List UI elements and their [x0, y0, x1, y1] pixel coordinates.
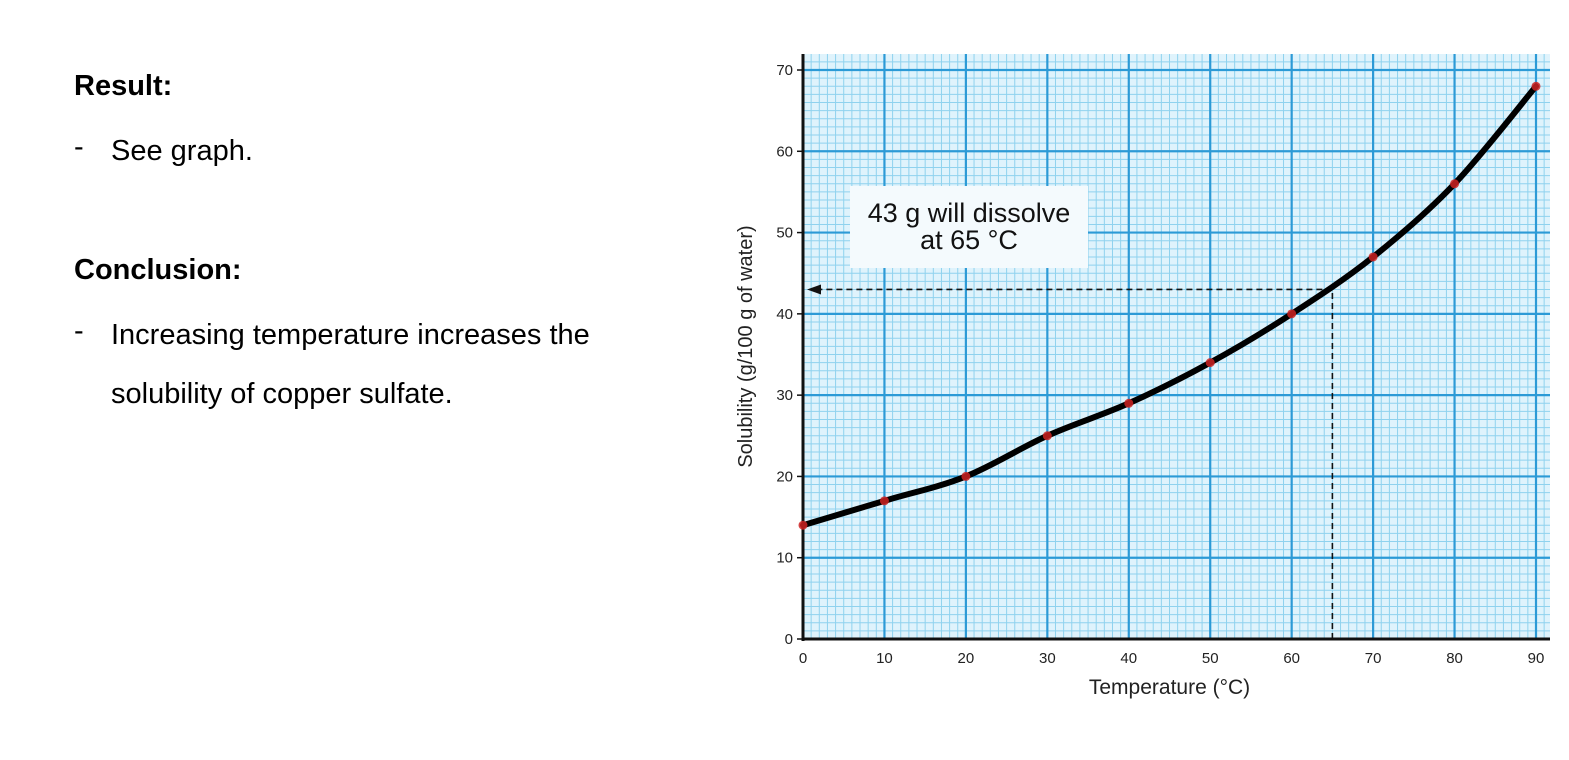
data-point	[1124, 398, 1134, 408]
data-point	[1287, 309, 1297, 319]
y-tick-label: 30	[776, 387, 793, 404]
x-tick-label: 10	[876, 650, 893, 667]
curve-layer	[800, 83, 1539, 529]
data-point	[798, 520, 808, 530]
bullet-marker: -	[74, 315, 84, 347]
x-tick-label: 50	[1202, 650, 1219, 667]
annotation-line-2: at 65 °C	[920, 225, 1018, 255]
data-points	[798, 81, 1541, 530]
data-point	[1205, 358, 1215, 368]
tick-labels: 0 10 20 30 40 50 60 70 0 10 20 30 40 50 60 70 80 90	[776, 62, 1544, 667]
x-tick-label: 60	[1283, 650, 1300, 667]
x-tick-label: 30	[1039, 650, 1056, 667]
conclusion-text-line-1: Increasing temperature increases the	[111, 319, 590, 351]
annotation-line-1: 43 g will dissolve	[868, 198, 1071, 228]
y-tick-label: 40	[776, 306, 793, 323]
data-point	[1042, 431, 1052, 441]
arrow-head	[807, 284, 821, 295]
x-tick-label: 80	[1446, 650, 1463, 667]
y-axis-label: Solubility (g/100 g of water)	[735, 225, 757, 467]
annotation-guides	[807, 284, 1334, 639]
x-tick-label: 20	[958, 650, 975, 667]
solubility-chart: 0 10 20 30 40 50 60 70 0 10 20 30 40 50 60 70 80 90 43 g …	[700, 0, 1569, 725]
bullet-marker: -	[74, 131, 84, 163]
x-tick-label: 0	[799, 650, 807, 667]
annotation-background	[850, 186, 1088, 268]
conclusion-heading: Conclusion:	[74, 254, 242, 286]
data-point	[1450, 179, 1460, 189]
y-tick-label: 50	[776, 225, 793, 242]
x-tick-label: 40	[1120, 650, 1137, 667]
data-point	[961, 471, 971, 481]
x-tick-label: 90	[1528, 650, 1545, 667]
annotation-box: 43 g will dissolve at 65 °C	[850, 186, 1088, 268]
x-axis-label: Temperature (°C)	[1089, 676, 1250, 699]
y-tick-label: 20	[776, 468, 793, 485]
result-text: See graph.	[111, 135, 253, 167]
x-tick-label: 70	[1365, 650, 1382, 667]
solubility-curve	[800, 83, 1539, 529]
axes	[797, 54, 1550, 641]
conclusion-text-line-2: solubility of copper sulfate.	[111, 378, 453, 410]
y-tick-label: 10	[776, 550, 793, 567]
y-tick-label: 60	[776, 143, 793, 160]
chart-svg: 0 10 20 30 40 50 60 70 0 10 20 30 40 50 60 70 80 90 43 g …	[735, 54, 1550, 699]
data-point	[1531, 81, 1541, 91]
result-heading: Result:	[74, 70, 173, 102]
data-point	[879, 496, 889, 506]
y-tick-label: 70	[776, 62, 793, 79]
y-tick-label: 0	[785, 631, 793, 648]
data-point	[1368, 252, 1378, 262]
